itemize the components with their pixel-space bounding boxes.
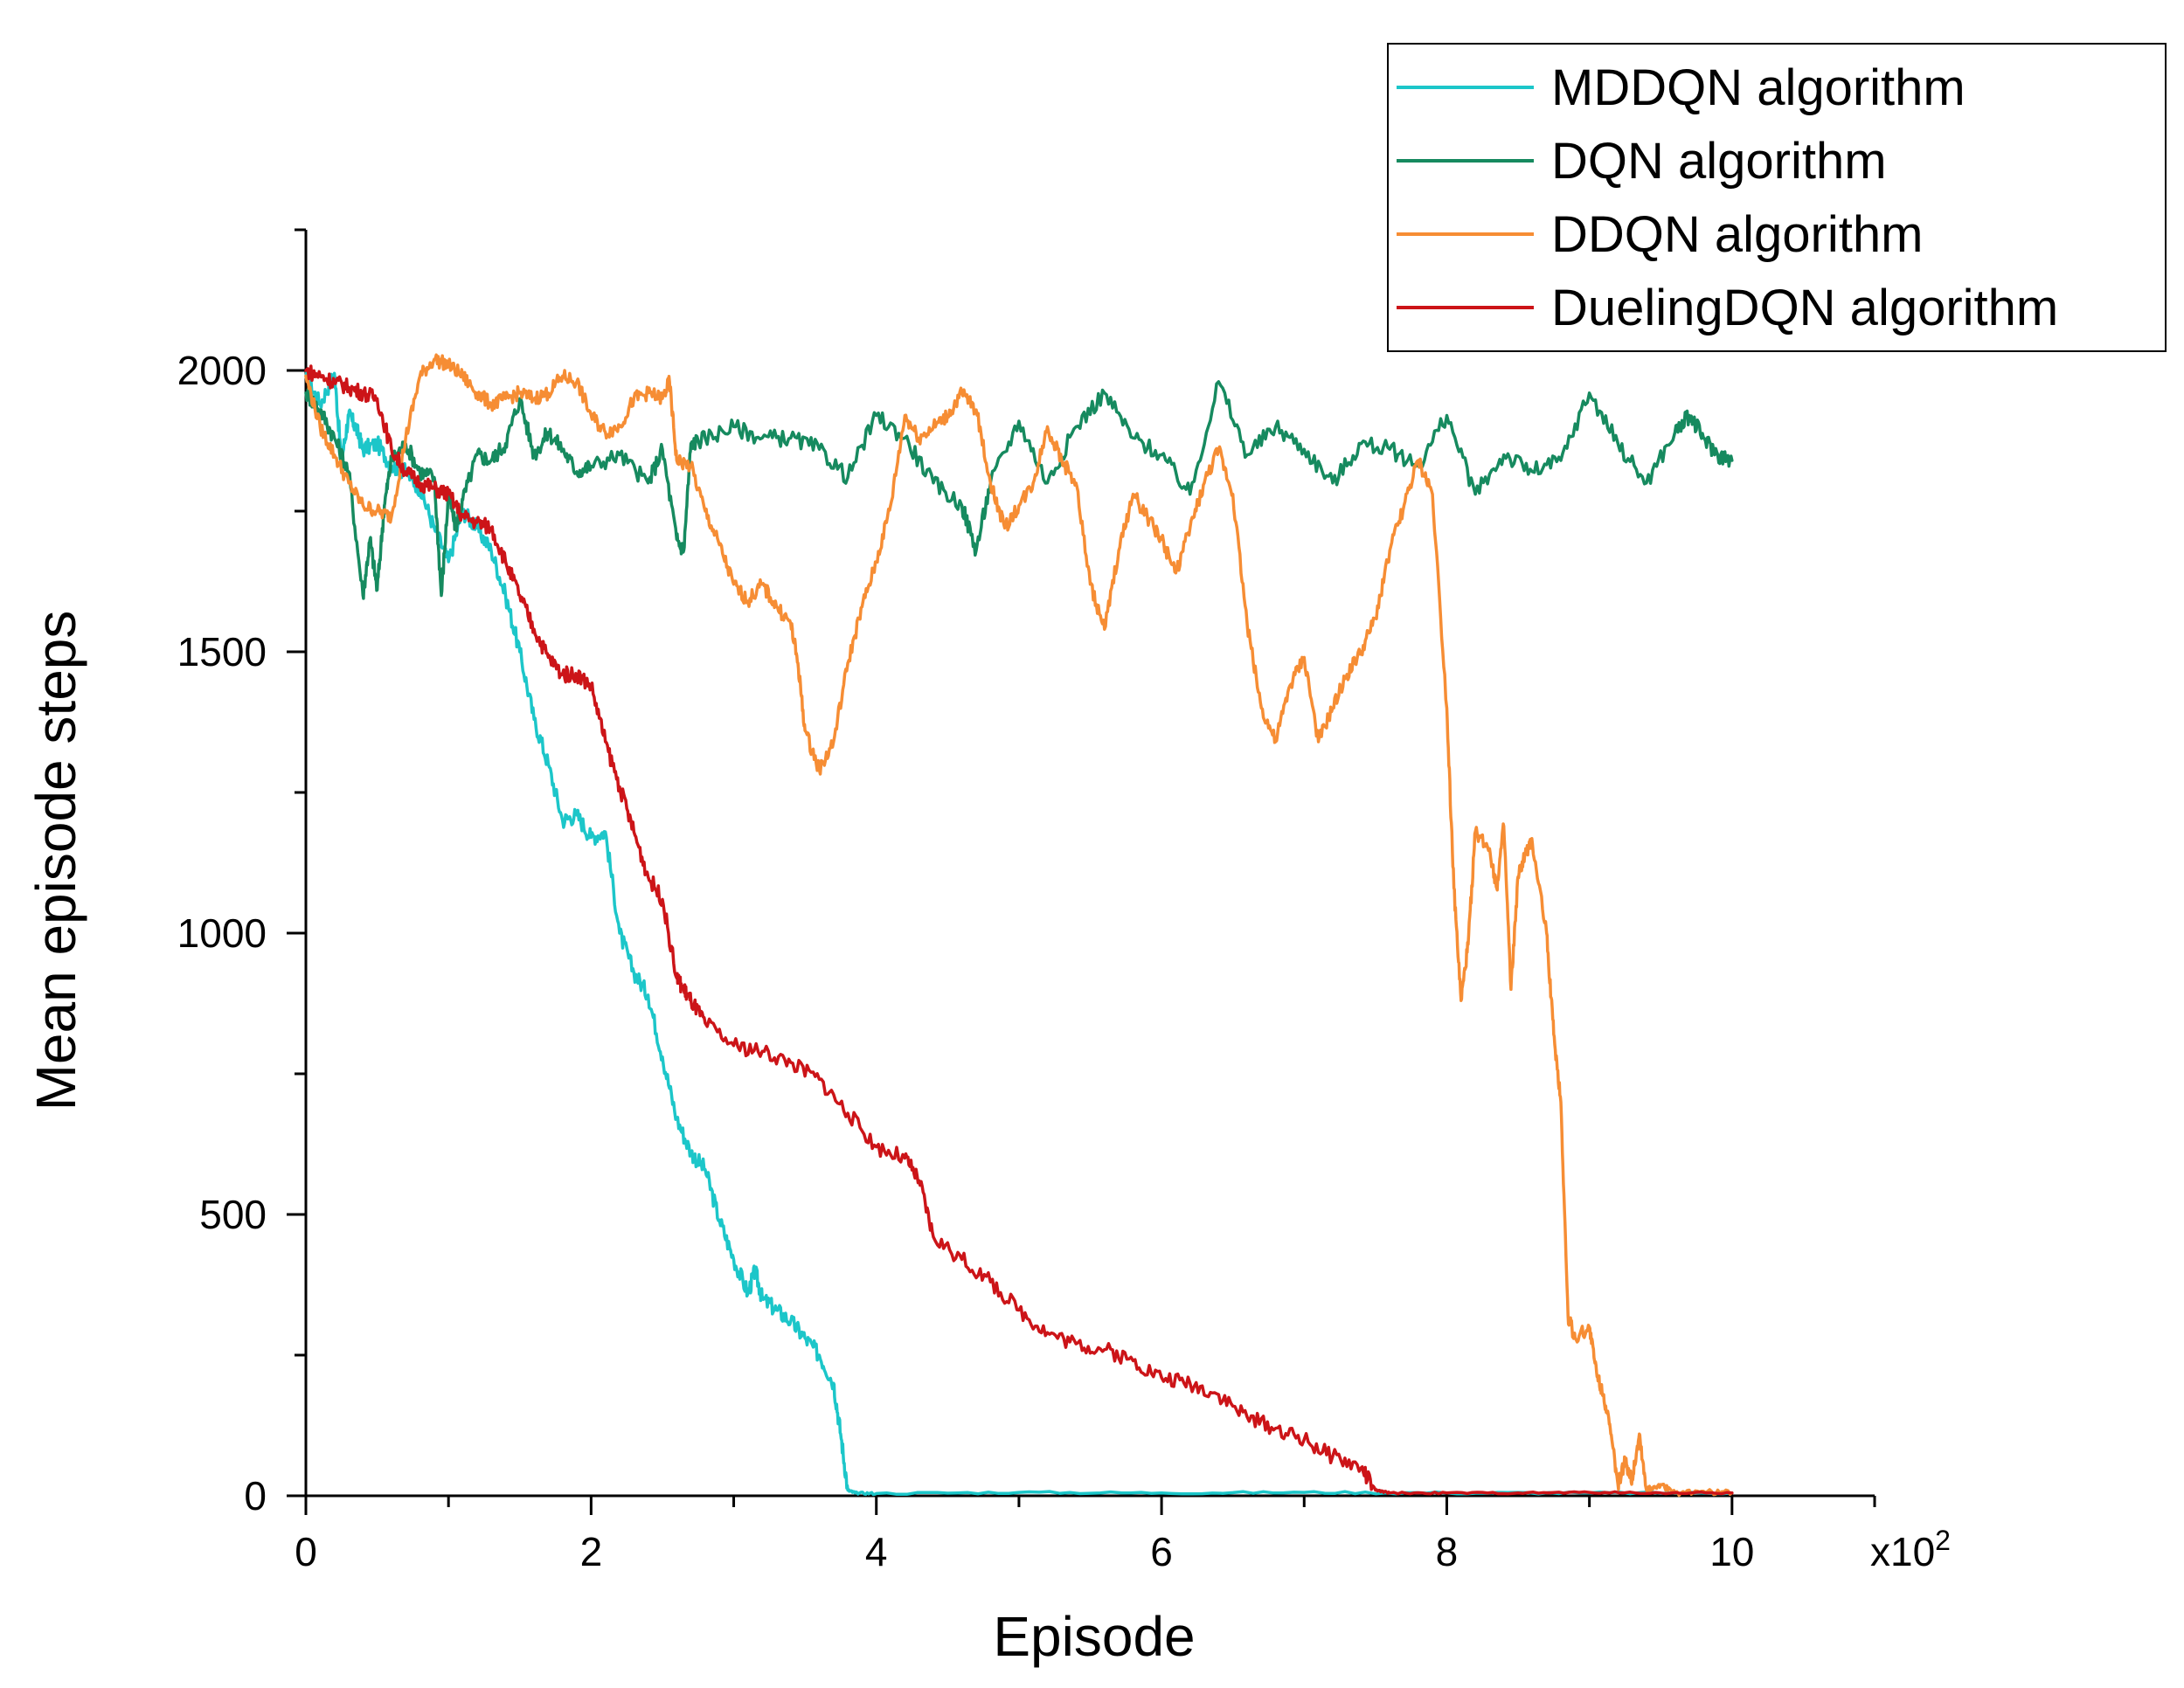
series-line-1: [304, 370, 1734, 1497]
x-tick-label: 10: [1709, 1529, 1754, 1574]
x-tick-label: 4: [865, 1529, 888, 1574]
y-tick-label: 1000: [177, 910, 267, 956]
legend-label: MDDQN algorithm: [1551, 59, 1966, 116]
legend-box: [1387, 43, 2167, 352]
x-tick-label: 0: [295, 1529, 317, 1574]
x-axis-multiplier: x102: [1870, 1525, 1951, 1574]
series-line-4: [304, 364, 1734, 1496]
legend-label: DDQN algorithm: [1551, 206, 1923, 263]
series-line-3: [304, 353, 1734, 1498]
x-tick-label: 2: [580, 1529, 603, 1574]
legend-label: DuelingDQN algorithm: [1551, 280, 2058, 336]
x-tick-label: 8: [1436, 1529, 1459, 1574]
x-axis-title: Episode: [993, 1605, 1195, 1668]
y-tick-label: 500: [199, 1192, 267, 1237]
x-axis-multiplier-exponent: 2: [1935, 1525, 1951, 1556]
x-axis-multiplier-base: x10: [1870, 1529, 1935, 1574]
legend: MDDQN algorithm DQN algorithm DDQN algorit…: [1387, 43, 2167, 352]
y-tick-label: 0: [244, 1473, 267, 1519]
y-tick-label: 2000: [177, 348, 267, 393]
y-axis-title: Mean episode steps: [24, 611, 87, 1111]
legend-label: DQN algorithm: [1551, 133, 1887, 190]
axis-labels: Mean episode steps Episode x102: [24, 611, 1951, 1668]
series-line-2: [304, 380, 1734, 600]
y-tick-label: 1500: [177, 629, 267, 675]
plot-series: [304, 353, 1734, 1498]
axes: 0 2 4 6 8 10 0 500 1000 1500 2000: [177, 228, 1876, 1574]
x-tick-label: 6: [1150, 1529, 1173, 1574]
